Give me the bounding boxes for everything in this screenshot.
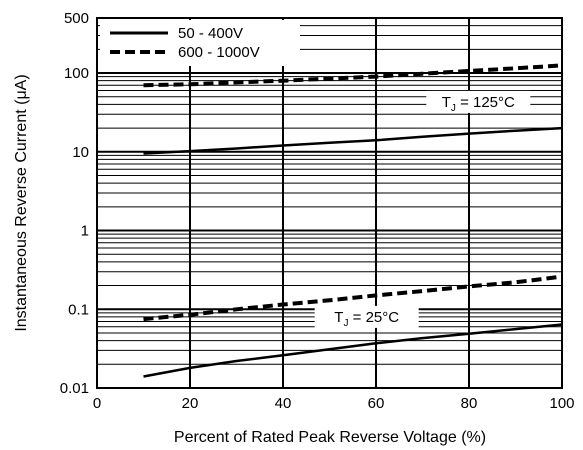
annotation-label: TJ = 25°C: [334, 309, 399, 329]
x-tick-label: 80: [461, 395, 478, 412]
x-axis-title: Percent of Rated Peak Reverse Voltage (%…: [174, 429, 486, 446]
legend-box: [100, 20, 300, 66]
annotation-background: [314, 305, 419, 328]
x-tick-label: 0: [93, 395, 101, 412]
annotations: TJ = 125°C TJ = 25°C: [314, 90, 531, 329]
legend: 50 - 400V 600 - 1000V: [100, 20, 300, 66]
annotation-background: [426, 90, 531, 113]
series-layer: [143, 63, 563, 378]
y-tick-label: 100: [64, 65, 89, 82]
y-tick-label: 1: [81, 223, 89, 240]
y-tick-label: 0.01: [60, 380, 89, 397]
series-line-solid: [143, 323, 563, 378]
x-tick-label: 60: [368, 395, 385, 412]
x-axis-ticks: 0 20 40 60 80 100: [93, 395, 575, 412]
series-line-solid: [143, 126, 563, 155]
y-axis-ticks: 0.01 0.1 1 10 100 500: [60, 10, 89, 397]
annotation-label: TJ = 125°C: [442, 94, 515, 114]
y-tick-label: 0.1: [68, 301, 89, 318]
plot-frame: [96, 17, 563, 389]
legend-label-solid: 50 - 400V: [178, 25, 243, 42]
series-line-dashed: [143, 274, 563, 322]
y-axis-title: Instantaneous Reverse Current (μA): [13, 74, 30, 331]
x-tick-label: 40: [275, 395, 292, 412]
legend-label-dashed: 600 - 1000V: [178, 44, 260, 61]
y-tick-label: 500: [64, 10, 89, 27]
series-line-dashed: [143, 63, 563, 88]
y-tick-label: 10: [72, 144, 89, 161]
x-tick-label: 100: [549, 395, 574, 412]
x-tick-label: 20: [182, 395, 199, 412]
